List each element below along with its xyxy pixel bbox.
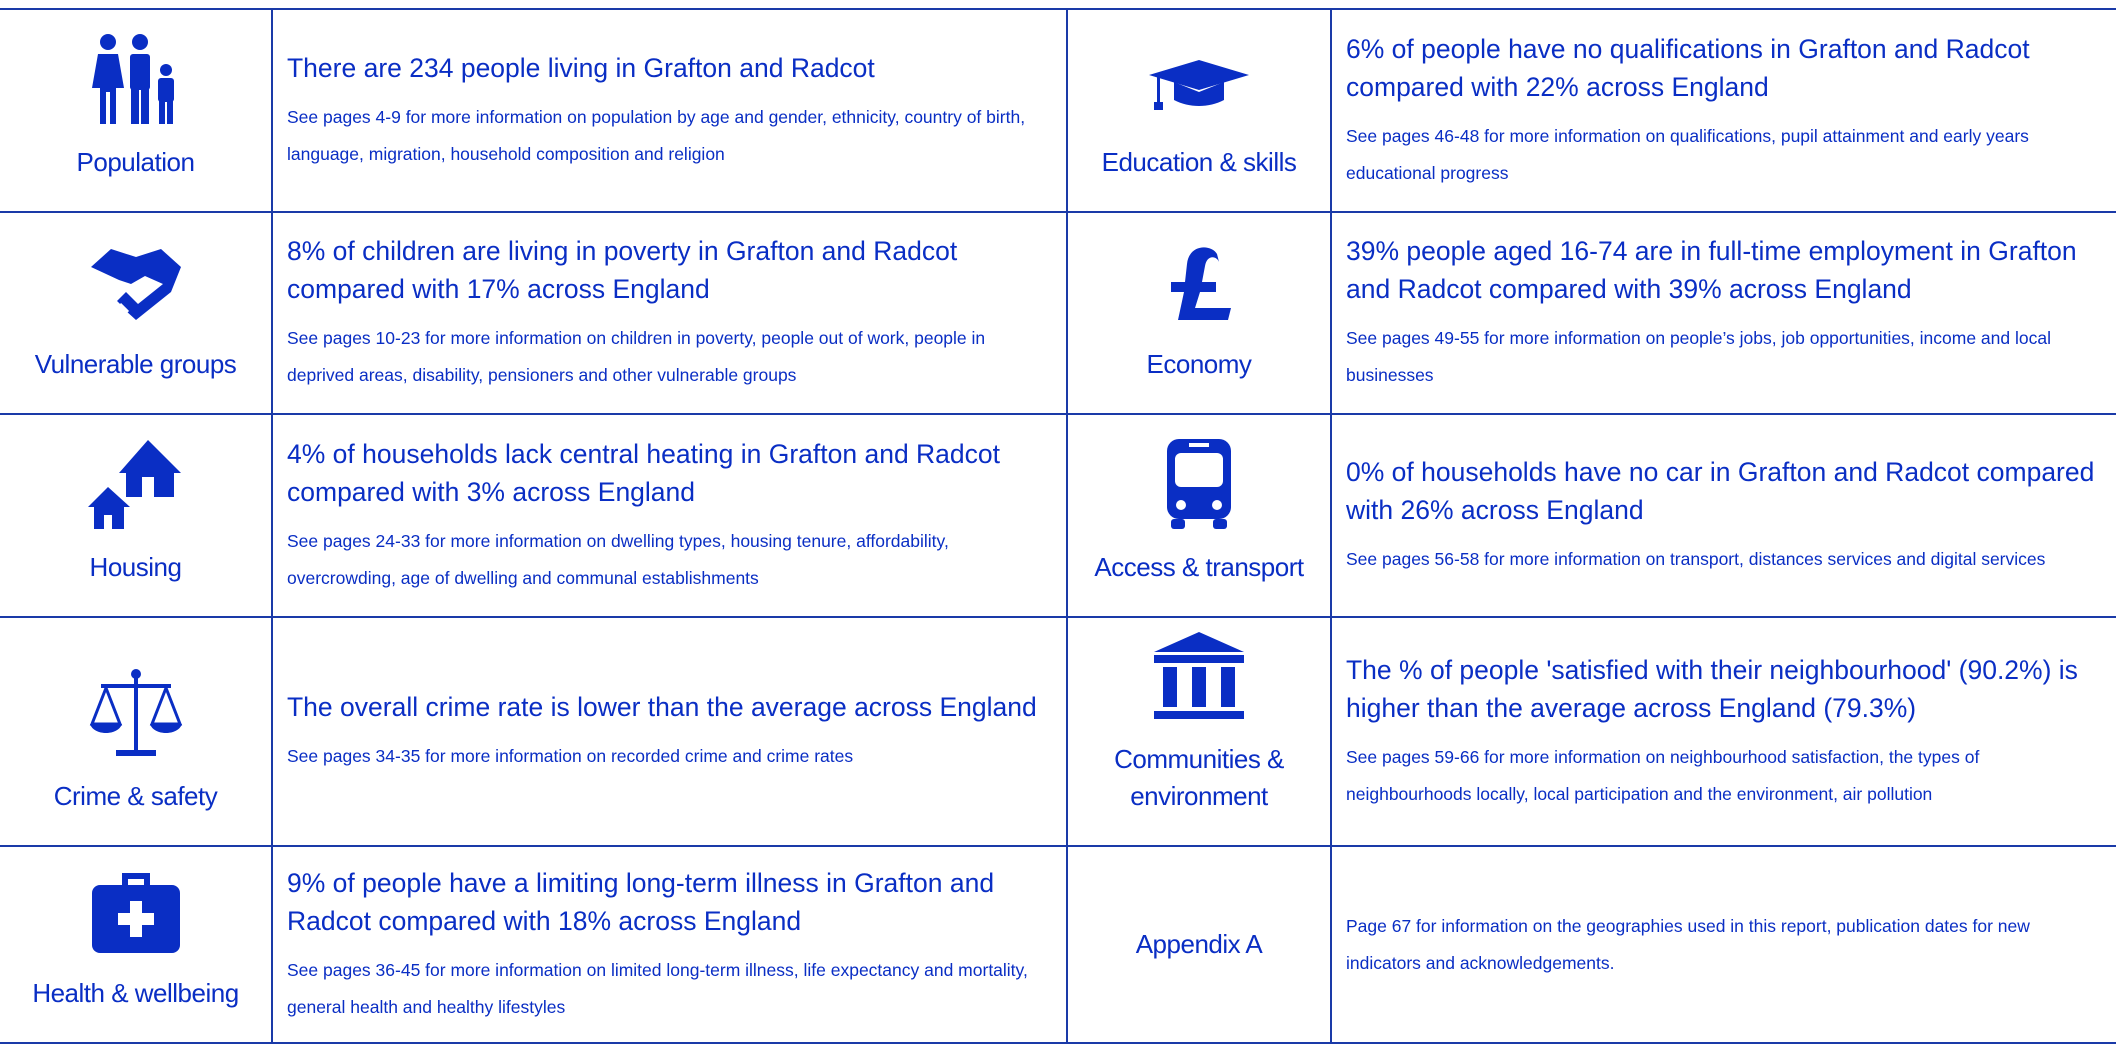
- section-text-cell: 9% of people have a limiting long-term i…: [273, 847, 1068, 1044]
- headline: 39% people aged 16-74 are in full-time e…: [1346, 236, 2077, 304]
- detail: See pages 34-35 for more information on …: [287, 746, 854, 766]
- detail: See pages 56-58 for more information on …: [1346, 549, 2046, 569]
- section-label: Education & skills: [1101, 147, 1297, 177]
- detail: See pages 46-48 for more information on …: [1346, 125, 2029, 183]
- headline: 4% of households lack central heating in…: [287, 438, 1001, 507]
- headline: 0% of households have no car in Grafton …: [1346, 457, 2095, 525]
- section-icon: [89, 669, 182, 756]
- section-icon: [1167, 439, 1231, 529]
- detail: See pages 59-66 for more information on …: [1346, 746, 1980, 804]
- headline: There are 234 people living in Grafton a…: [287, 52, 875, 83]
- section-label-cell: Economy: [1068, 213, 1332, 415]
- section-label-cell: Access & transport: [1068, 415, 1332, 618]
- section-label: Access & transport: [1094, 552, 1304, 582]
- headline: 6% of people have no qualifications in G…: [1346, 33, 2030, 102]
- section-label-cell: Education & skills: [1068, 10, 1332, 213]
- section-text-cell: The overall crime rate is lower than the…: [273, 618, 1068, 847]
- section-label-cell: Housing: [0, 415, 273, 618]
- section-text-cell: 4% of households lack central heating in…: [273, 415, 1068, 618]
- section-icon: [91, 873, 180, 953]
- section-icon: [1171, 247, 1231, 320]
- detail: See pages 4-9 for more information on po…: [287, 106, 1026, 164]
- headline: The overall crime rate is lower than the…: [287, 692, 1037, 722]
- section-label-cell: Crime & safety: [0, 618, 273, 847]
- detail: See pages 49-55 for more information on …: [1346, 328, 2051, 385]
- section-label-cell: Health & wellbeing: [0, 847, 273, 1044]
- detail: See pages 36-45 for more information on …: [287, 959, 1028, 1017]
- section-label-cell: Vulnerable groups: [0, 213, 273, 415]
- section-label: Communities & environment: [1114, 744, 1284, 811]
- section-label-cell: Appendix A: [1068, 847, 1332, 1044]
- headline: 8% of children are living in poverty in …: [287, 236, 958, 304]
- section-text-cell: 0% of households have no car in Grafton …: [1332, 415, 2116, 618]
- section-label: Economy: [1146, 349, 1252, 379]
- section-text-cell: The % of people 'satisfied with their ne…: [1332, 618, 2116, 847]
- detail: Page 67 for information on the geographi…: [1346, 915, 2030, 973]
- section-label: Population: [76, 147, 195, 177]
- section-label: Housing: [89, 552, 182, 582]
- section-text-cell: 39% people aged 16-74 are in full-time e…: [1332, 213, 2116, 415]
- headline: The % of people 'satisfied with their ne…: [1346, 654, 2078, 723]
- section-icon: [1154, 632, 1244, 719]
- section-icon: [87, 440, 181, 529]
- detail: See pages 24-33 for more information on …: [287, 530, 949, 588]
- section-label: Health & wellbeing: [32, 978, 239, 1008]
- section-label-cell: Communities & environment: [1068, 618, 1332, 847]
- section-text-cell: There are 234 people living in Grafton a…: [273, 10, 1068, 213]
- section-icon: [90, 249, 181, 320]
- section-label: Crime & safety: [53, 781, 218, 811]
- section-label: Vulnerable groups: [34, 349, 237, 379]
- headline: 9% of people have a limiting long-term i…: [287, 867, 995, 936]
- section-label-cell: Population: [0, 10, 273, 213]
- summary-grid: Population There are 234 people living in…: [0, 8, 2116, 1044]
- section-icon: [1149, 60, 1249, 110]
- section-text-cell: 8% of children are living in poverty in …: [273, 213, 1068, 415]
- section-text-cell: 6% of people have no qualifications in G…: [1332, 10, 2116, 213]
- detail: See pages 10-23 for more information on …: [287, 328, 986, 385]
- section-text-cell: Page 67 for information on the geographi…: [1332, 847, 2116, 1044]
- section-icon: [91, 34, 174, 124]
- section-label: Appendix A: [1135, 929, 1263, 959]
